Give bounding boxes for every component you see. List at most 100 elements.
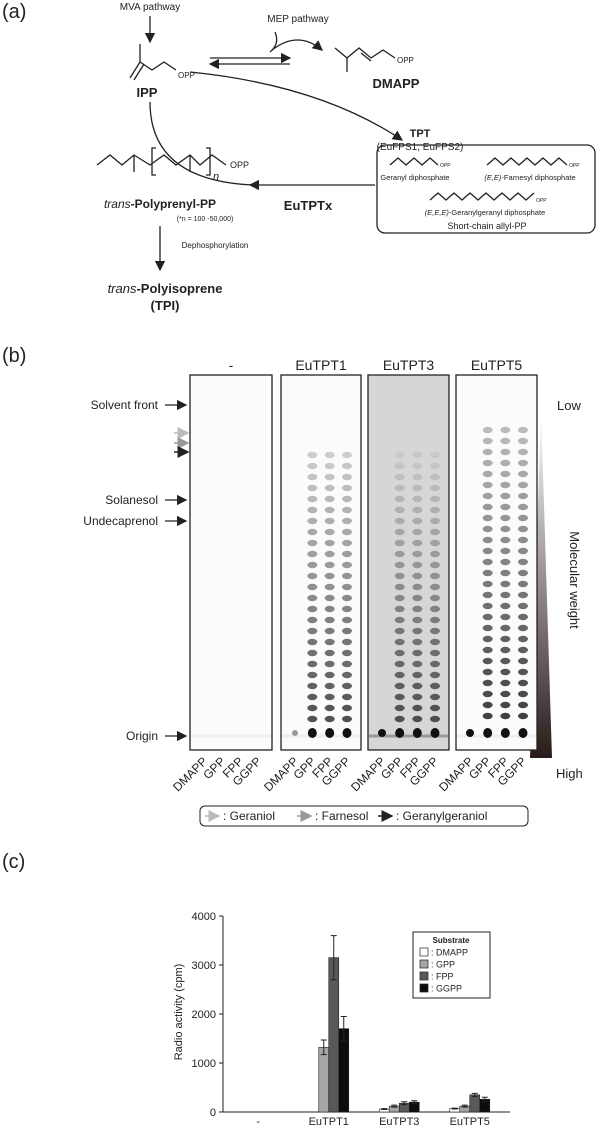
- spot: [412, 484, 423, 492]
- spot: [412, 660, 423, 668]
- spot: [500, 536, 511, 544]
- error-bar: [401, 1101, 408, 1106]
- legend-title: Substrate: [433, 936, 470, 945]
- spot: [430, 473, 440, 481]
- spot: [482, 558, 493, 566]
- error-bar: [471, 1092, 478, 1097]
- spot: [307, 517, 318, 525]
- spot: [430, 583, 440, 591]
- label: trans-Polyprenyl-PP: [104, 197, 216, 211]
- spot: [412, 728, 422, 738]
- spot: [394, 528, 405, 536]
- spot: [466, 729, 474, 737]
- spot: [394, 649, 405, 657]
- spot: [324, 473, 335, 481]
- spot: [518, 481, 528, 489]
- label: OPP: [569, 163, 580, 169]
- legend-label: : Geraniol: [223, 809, 275, 823]
- spot: [325, 728, 335, 738]
- spot: [518, 668, 528, 676]
- label: (E,E,E)-Geranylgeranyl diphosphate: [425, 208, 545, 217]
- spot: [482, 492, 493, 500]
- spot: [342, 671, 352, 679]
- spot: [307, 572, 318, 580]
- label: Geranyl diphosphate: [380, 173, 449, 182]
- spot: [430, 594, 440, 602]
- error-bar: [391, 1104, 398, 1108]
- spot: [394, 660, 405, 668]
- spot: [394, 506, 405, 514]
- spot: [500, 492, 511, 500]
- spot: [430, 605, 440, 613]
- spot: [342, 583, 352, 591]
- spot: [324, 704, 335, 712]
- spot: [412, 528, 423, 536]
- spot: [412, 605, 423, 613]
- spot: [500, 580, 511, 588]
- panel-label: (c): [2, 851, 25, 873]
- axis-title: Radio activity (cpm): [173, 964, 185, 1061]
- spot: [342, 594, 352, 602]
- lane-header: -: [229, 357, 234, 373]
- error-bar: [340, 1015, 347, 1042]
- spot: [500, 426, 511, 434]
- spot: [412, 704, 423, 712]
- x-tick-label: EuTPT3: [379, 1116, 419, 1128]
- label: TPT: [410, 128, 431, 140]
- spot: [412, 517, 423, 525]
- spot: [307, 462, 318, 470]
- spot: [307, 715, 318, 723]
- spot: [324, 550, 335, 558]
- spot: [307, 506, 318, 514]
- label: OPP: [178, 71, 195, 80]
- spot: [500, 503, 511, 511]
- spot: [412, 693, 423, 701]
- spot: [394, 627, 405, 635]
- x-tick-label: EuTPT5: [450, 1116, 490, 1128]
- spot: [500, 690, 511, 698]
- spot: [482, 426, 493, 434]
- spot: [500, 448, 511, 456]
- error-bar: [451, 1107, 458, 1110]
- spot: [500, 728, 510, 738]
- spot: [500, 657, 511, 665]
- spot: [324, 583, 335, 591]
- spot: [518, 426, 528, 434]
- spot: [394, 517, 405, 525]
- spot: [307, 528, 318, 536]
- spot: [482, 701, 493, 709]
- lane-header: EuTPT3: [383, 357, 435, 373]
- spot: [394, 638, 405, 646]
- spot: [342, 704, 352, 712]
- lane-header: EuTPT5: [471, 357, 523, 373]
- spot: [342, 473, 352, 481]
- spot: [482, 503, 493, 511]
- spot: [482, 580, 493, 588]
- legend-swatch: [419, 971, 429, 981]
- spot: [342, 451, 352, 459]
- spot: [342, 517, 352, 525]
- spot: [307, 605, 318, 613]
- spot: [500, 679, 511, 687]
- spot: [500, 525, 511, 533]
- label: Low: [557, 398, 581, 413]
- spot: [307, 671, 318, 679]
- spot: [518, 728, 528, 738]
- spot: [482, 613, 493, 621]
- spot: [412, 715, 423, 723]
- spot: [394, 550, 405, 558]
- label: OPP: [536, 198, 547, 204]
- legend-label: : Farnesol: [315, 809, 368, 823]
- spot: [500, 514, 511, 522]
- spot: [324, 484, 335, 492]
- spot: [430, 728, 440, 738]
- spot: [518, 525, 528, 533]
- spot: [518, 514, 528, 522]
- spot: [342, 550, 352, 558]
- spot: [500, 613, 511, 621]
- spot: [324, 671, 335, 679]
- label: (E,E)-Farnesyl diphosphate: [484, 173, 575, 182]
- label: OPP: [397, 56, 414, 65]
- spot: [342, 715, 352, 723]
- label: EuTPTx: [284, 198, 333, 213]
